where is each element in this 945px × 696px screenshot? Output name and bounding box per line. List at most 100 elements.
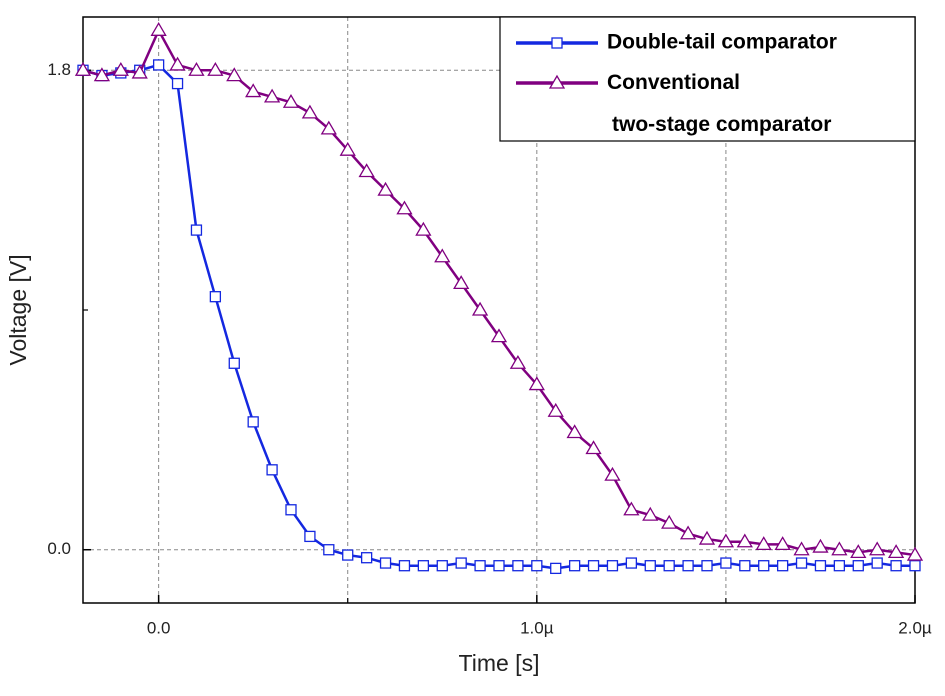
marker — [247, 416, 259, 428]
marker — [74, 61, 92, 76]
marker — [360, 552, 373, 564]
marker — [93, 67, 111, 82]
marker — [736, 533, 753, 548]
marker — [339, 141, 356, 156]
y-axis-label: Voltage [V] — [5, 254, 31, 365]
marker — [547, 402, 564, 417]
legend-label: Double-tail comparator — [607, 31, 837, 54]
marker — [474, 560, 486, 572]
marker — [850, 544, 867, 559]
marker — [551, 37, 563, 49]
marker — [471, 301, 489, 316]
marker — [852, 560, 864, 572]
marker — [623, 501, 640, 516]
marker — [720, 557, 732, 569]
marker — [301, 104, 319, 119]
marker — [304, 530, 316, 543]
marker — [342, 549, 354, 561]
marker — [150, 22, 167, 36]
marker — [869, 541, 886, 556]
marker — [812, 538, 829, 553]
marker — [320, 120, 337, 135]
marker — [739, 560, 751, 572]
marker — [188, 61, 205, 76]
marker — [550, 562, 562, 575]
marker — [152, 59, 165, 71]
marker — [323, 544, 335, 556]
marker — [682, 560, 694, 572]
marker — [417, 560, 430, 572]
marker — [190, 224, 203, 236]
marker — [814, 560, 827, 572]
marker — [207, 61, 224, 76]
marker — [587, 560, 600, 572]
marker — [415, 221, 432, 236]
marker — [455, 557, 467, 569]
marker — [548, 74, 566, 89]
marker — [776, 560, 789, 572]
marker — [606, 560, 619, 572]
marker — [379, 557, 392, 569]
marker — [701, 560, 713, 572]
marker — [890, 560, 902, 572]
marker — [833, 560, 846, 572]
marker — [644, 560, 656, 572]
x-axis-label: Time [s] — [459, 650, 540, 676]
marker — [263, 88, 281, 103]
marker — [358, 163, 375, 178]
marker — [228, 357, 240, 369]
x-tick-label: 2.0µ — [898, 618, 932, 637]
marker — [585, 440, 602, 455]
marker — [112, 61, 129, 76]
marker — [568, 560, 581, 572]
marker — [698, 530, 716, 545]
marker — [758, 560, 770, 572]
marker — [755, 536, 772, 551]
marker — [512, 560, 524, 572]
marker — [493, 560, 505, 572]
marker — [377, 181, 394, 196]
legend: Double-tail comparator Conventional two-s… — [499, 16, 916, 142]
legend-box — [499, 16, 916, 142]
marker — [528, 376, 545, 391]
marker — [396, 200, 413, 215]
marker — [625, 557, 638, 569]
marker — [906, 546, 924, 561]
x-tick-label: 1.0µ — [520, 618, 554, 637]
marker — [490, 328, 508, 343]
marker — [453, 275, 470, 290]
legend-label: Conventional two-stage comparator — [607, 71, 831, 136]
y-tick-label: 1.8 — [47, 60, 71, 79]
marker — [642, 506, 659, 521]
marker — [434, 248, 451, 263]
marker — [209, 291, 222, 303]
marker — [509, 354, 527, 369]
marker — [909, 560, 921, 572]
marker — [531, 560, 543, 572]
marker — [131, 64, 148, 79]
marker — [282, 93, 300, 108]
marker — [871, 557, 883, 569]
marker — [774, 536, 791, 551]
marker — [679, 525, 697, 540]
plot-frame — [82, 16, 916, 604]
marker — [795, 557, 808, 569]
marker — [566, 424, 583, 439]
marker — [245, 83, 262, 98]
marker — [831, 541, 848, 556]
marker — [793, 541, 810, 556]
marker — [661, 514, 678, 529]
y-tick-label: 0.0 — [47, 539, 71, 558]
marker — [266, 464, 278, 476]
marker — [226, 67, 243, 82]
marker — [717, 533, 735, 548]
x-tick-label: 0.0 — [147, 618, 171, 637]
marker — [604, 466, 621, 481]
marker — [169, 56, 186, 71]
marker — [285, 504, 297, 516]
marker — [398, 560, 411, 572]
marker — [663, 560, 675, 572]
marker — [887, 544, 905, 559]
